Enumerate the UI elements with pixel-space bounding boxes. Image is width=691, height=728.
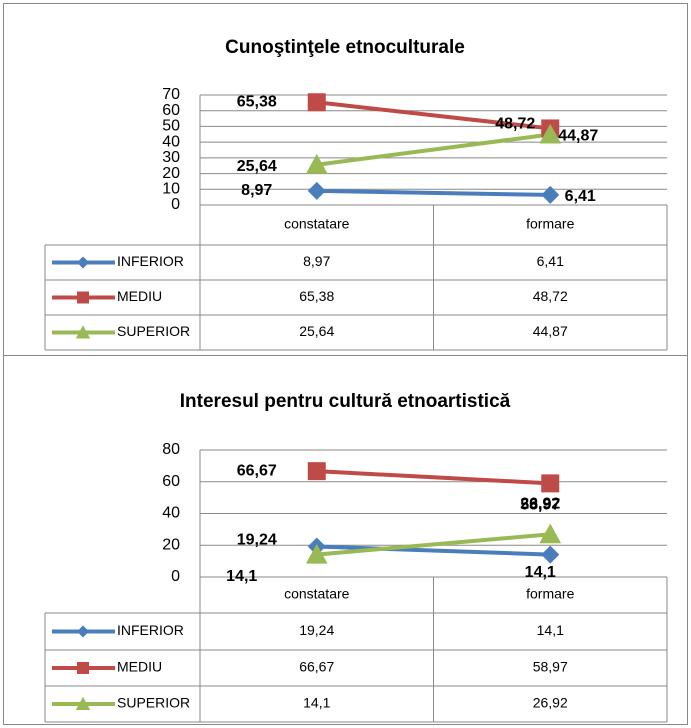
series-line: [316, 132, 551, 167]
legend-label: SUPERIOR: [117, 323, 190, 339]
table-value: 14,1: [537, 622, 564, 638]
legend-label: MEDIU: [117, 288, 162, 304]
x-tick-label: formare: [526, 216, 574, 232]
point: [307, 462, 326, 481]
y-tick-label: 70: [162, 86, 180, 103]
point: [305, 543, 328, 564]
table-value: 66,67: [299, 659, 334, 675]
y-tick-label: 50: [162, 118, 180, 135]
data-label: 66,67: [237, 462, 277, 479]
series-line: [316, 100, 551, 131]
legend-marker: [77, 662, 89, 674]
y-tick-label: 40: [162, 505, 180, 522]
chart-title: Interesul pentru cultură etnoartistică: [180, 391, 511, 412]
legend-marker: [77, 625, 89, 638]
y-tick-label: 0: [171, 196, 180, 213]
table-value: 6,41: [537, 253, 564, 269]
chart-frame: [3, 355, 688, 725]
point: [539, 523, 562, 544]
chart-title: Cunoştinţele etnoculturale: [225, 37, 465, 58]
x-tick-label: formare: [526, 586, 574, 602]
table-value: 8,97: [303, 253, 330, 269]
y-tick-label: 0: [171, 568, 180, 585]
series-line: [316, 532, 551, 557]
legend-marker: [75, 696, 91, 710]
point: [307, 181, 326, 200]
data-label: 65,38: [237, 93, 277, 110]
x-tick-label: constatare: [284, 216, 350, 232]
x-tick-label: constatare: [284, 586, 350, 602]
table-value: 48,72: [533, 288, 568, 304]
series-line: [316, 544, 551, 557]
series-line: [316, 469, 551, 486]
legend-label: SUPERIOR: [117, 695, 190, 711]
data-label: 26,92: [520, 495, 560, 512]
y-tick-label: 20: [162, 165, 180, 182]
data-label: 14,1: [226, 568, 257, 585]
data-label: 44,87: [558, 128, 598, 145]
y-tick-label: 60: [162, 102, 180, 119]
point: [539, 123, 562, 144]
series-line: [316, 188, 551, 197]
legend-label: INFERIOR: [117, 253, 184, 269]
legend-marker: [77, 291, 89, 304]
data-label: 8,97: [241, 182, 272, 199]
table-value: 58,97: [533, 659, 568, 675]
data-label: 6,41: [565, 188, 596, 205]
y-tick-label: 80: [162, 441, 180, 458]
legend-label: INFERIOR: [117, 622, 184, 638]
point: [541, 474, 560, 493]
data-label: 48,72: [495, 116, 535, 133]
data-label: 58,97: [520, 497, 560, 514]
table-value: 25,64: [299, 323, 334, 339]
y-tick-label: 20: [162, 536, 180, 553]
legend-marker: [77, 256, 89, 269]
table-value: 14,1: [303, 695, 330, 711]
data-label: 14,1: [525, 564, 556, 581]
y-tick-label: 30: [162, 149, 180, 166]
table-value: 44,87: [533, 323, 568, 339]
data-label: 19,24: [237, 532, 277, 549]
data-label: 25,64: [237, 158, 277, 175]
y-tick-label: 40: [162, 133, 180, 150]
point: [541, 185, 560, 204]
point: [305, 153, 328, 174]
legend-label: MEDIU: [117, 659, 162, 675]
y-tick-label: 10: [162, 181, 180, 198]
table-value: 65,38: [299, 288, 334, 304]
legend-marker: [75, 325, 91, 339]
table-value: 19,24: [299, 622, 334, 638]
table-value: 26,92: [533, 695, 568, 711]
point: [307, 93, 326, 112]
y-tick-label: 60: [162, 473, 180, 490]
point: [541, 545, 560, 564]
